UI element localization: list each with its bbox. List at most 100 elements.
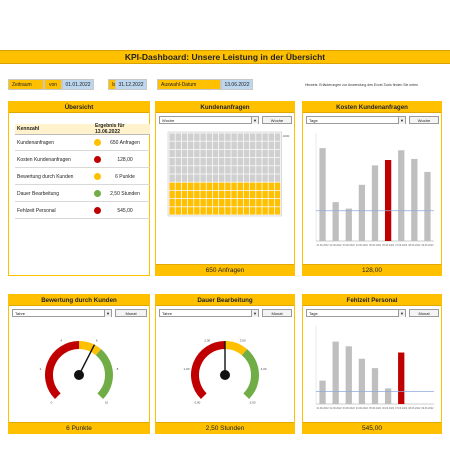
status-indicator-icon bbox=[94, 156, 101, 163]
waffle-cell bbox=[225, 182, 231, 190]
waffle-cell bbox=[219, 141, 225, 149]
fehlzeit-toggle-button[interactable]: Monat bbox=[409, 309, 439, 317]
bar bbox=[319, 148, 326, 241]
x-tick-label: 09.06.2022 bbox=[421, 244, 434, 247]
kundenanfragen-period-select[interactable]: Woche ▼ bbox=[159, 116, 259, 124]
waffle-cell bbox=[268, 158, 274, 166]
waffle-cell bbox=[225, 207, 231, 215]
waffle-cell bbox=[212, 158, 219, 166]
chevron-down-icon: ▼ bbox=[398, 310, 405, 317]
waffle-cell bbox=[250, 207, 256, 215]
waffle-cell bbox=[243, 207, 250, 215]
x-tick-label: 07.06.2022 bbox=[395, 244, 408, 247]
waffle-cell bbox=[219, 182, 225, 190]
waffle-cell bbox=[206, 141, 212, 149]
waffle-cell bbox=[250, 158, 256, 166]
gauge-yellow-segment bbox=[224, 341, 248, 356]
dauer-period-select[interactable]: Tahre ▼ bbox=[159, 309, 259, 317]
dauer-toggle-button[interactable]: Monat bbox=[262, 309, 292, 317]
bis-date-field[interactable]: 31.12.2022 bbox=[115, 79, 147, 90]
waffle-cell bbox=[256, 166, 262, 174]
waffle-cell bbox=[206, 158, 212, 166]
waffle-cell bbox=[194, 149, 200, 158]
waffle-cell bbox=[175, 166, 181, 174]
gauge-hub bbox=[220, 370, 230, 380]
waffle-cell bbox=[219, 158, 225, 166]
waffle-cell bbox=[175, 207, 181, 215]
x-tick-label: 03.06.2022 bbox=[343, 407, 356, 410]
kundenanfragen-waffle-chart: 1000 bbox=[167, 131, 290, 217]
waffle-cell bbox=[206, 182, 212, 190]
waffle-cell bbox=[175, 133, 181, 141]
waffle-cell bbox=[268, 149, 274, 158]
waffle-cell bbox=[206, 133, 212, 141]
waffle-cell bbox=[262, 190, 268, 199]
kundenanfragen-period-value: Woche bbox=[162, 117, 175, 123]
waffle-cell bbox=[262, 149, 268, 158]
von-label: von bbox=[44, 79, 62, 90]
overview-row: Dauer Bearbeitung 2,50 Stunden bbox=[15, 186, 150, 202]
x-tick-label: 06.06.2022 bbox=[382, 407, 395, 410]
overview-row: Bewertung durch Kunden 6 Punkte bbox=[15, 169, 150, 185]
waffle-cell bbox=[250, 174, 256, 182]
waffle-cell bbox=[175, 149, 181, 158]
waffle-cell bbox=[169, 182, 175, 190]
waffle-cell bbox=[274, 133, 281, 141]
waffle-cell bbox=[200, 190, 206, 199]
bar bbox=[384, 388, 392, 404]
waffle-cell bbox=[231, 133, 237, 141]
auswahl-datum-field[interactable]: 13.06.2022 bbox=[221, 79, 253, 90]
gauge-green-segment bbox=[95, 349, 113, 400]
gauge-tick-label: 6 bbox=[96, 338, 98, 342]
waffle-cell bbox=[274, 190, 281, 199]
kundenanfragen-panel: Kundenanfragen Woche ▼ Woche 1000 650 An… bbox=[155, 101, 295, 276]
waffle-cell bbox=[256, 158, 262, 166]
kundenanfragen-footer: 650 Anfragen bbox=[156, 264, 294, 275]
waffle-cell bbox=[268, 199, 274, 207]
waffle-cell bbox=[169, 199, 175, 207]
waffle-cell bbox=[175, 199, 181, 207]
waffle-cell bbox=[194, 141, 200, 149]
gauge-tick-label: 10 bbox=[105, 401, 109, 405]
waffle-cell bbox=[274, 207, 281, 215]
kosten-toggle-button[interactable]: Woche bbox=[409, 116, 439, 124]
waffle-cell bbox=[188, 133, 194, 141]
waffle-cell bbox=[181, 190, 188, 199]
fehlzeit-period-select[interactable]: Tage ▼ bbox=[306, 309, 406, 317]
gauge-tick-label: 5,00 bbox=[250, 401, 256, 405]
auswahl-datum-label: Auswahl-Datum bbox=[157, 79, 221, 90]
waffle-cell bbox=[231, 182, 237, 190]
waffle-cell bbox=[262, 207, 268, 215]
x-tick-label: 04.06.2022 bbox=[356, 244, 369, 247]
x-tick-label: 02.06.2022 bbox=[330, 407, 343, 410]
waffle-cell bbox=[175, 182, 181, 190]
kundenanfragen-toggle-button[interactable]: Woche bbox=[262, 116, 292, 124]
waffle-cell bbox=[206, 207, 212, 215]
overview-row-value: 6 Punkte bbox=[115, 173, 135, 180]
overview-row-label: Dauer Bearbeitung bbox=[17, 190, 59, 197]
waffle-cell bbox=[237, 133, 243, 141]
waffle-cell bbox=[219, 174, 225, 182]
waffle-cell bbox=[268, 141, 274, 149]
waffle-cell bbox=[274, 158, 281, 166]
waffle-axis-label: 1000 bbox=[283, 134, 290, 138]
waffle-cell bbox=[225, 158, 231, 166]
kennzahl-header: Kennzahl bbox=[17, 126, 40, 132]
waffle-cell bbox=[243, 199, 250, 207]
waffle-cell bbox=[274, 174, 281, 182]
von-date-field[interactable]: 01.01.2022 bbox=[62, 79, 94, 90]
kosten-period-select[interactable]: Tage ▼ bbox=[306, 116, 406, 124]
bar bbox=[384, 160, 392, 241]
waffle-cell bbox=[262, 182, 268, 190]
bewertung-period-select[interactable]: Tahre ▼ bbox=[12, 309, 112, 317]
waffle-cell bbox=[256, 174, 262, 182]
bewertung-toggle-button[interactable]: Monat bbox=[115, 309, 147, 317]
fehlzeit-bar-chart: 01.06.2022 02.06.2022 03.06.2022 04.06.2022… bbox=[315, 326, 434, 410]
waffle-cell bbox=[188, 207, 194, 215]
waffle-cell bbox=[200, 166, 206, 174]
waffle-cell bbox=[256, 149, 262, 158]
waffle-cell bbox=[250, 199, 256, 207]
waffle-cell bbox=[237, 141, 243, 149]
ergebnis-header: Ergebnis für 13.06.2022 bbox=[95, 123, 125, 135]
waffle-cell bbox=[262, 133, 268, 141]
